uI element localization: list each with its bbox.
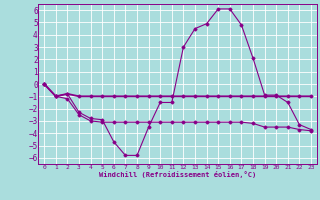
X-axis label: Windchill (Refroidissement éolien,°C): Windchill (Refroidissement éolien,°C) (99, 171, 256, 178)
